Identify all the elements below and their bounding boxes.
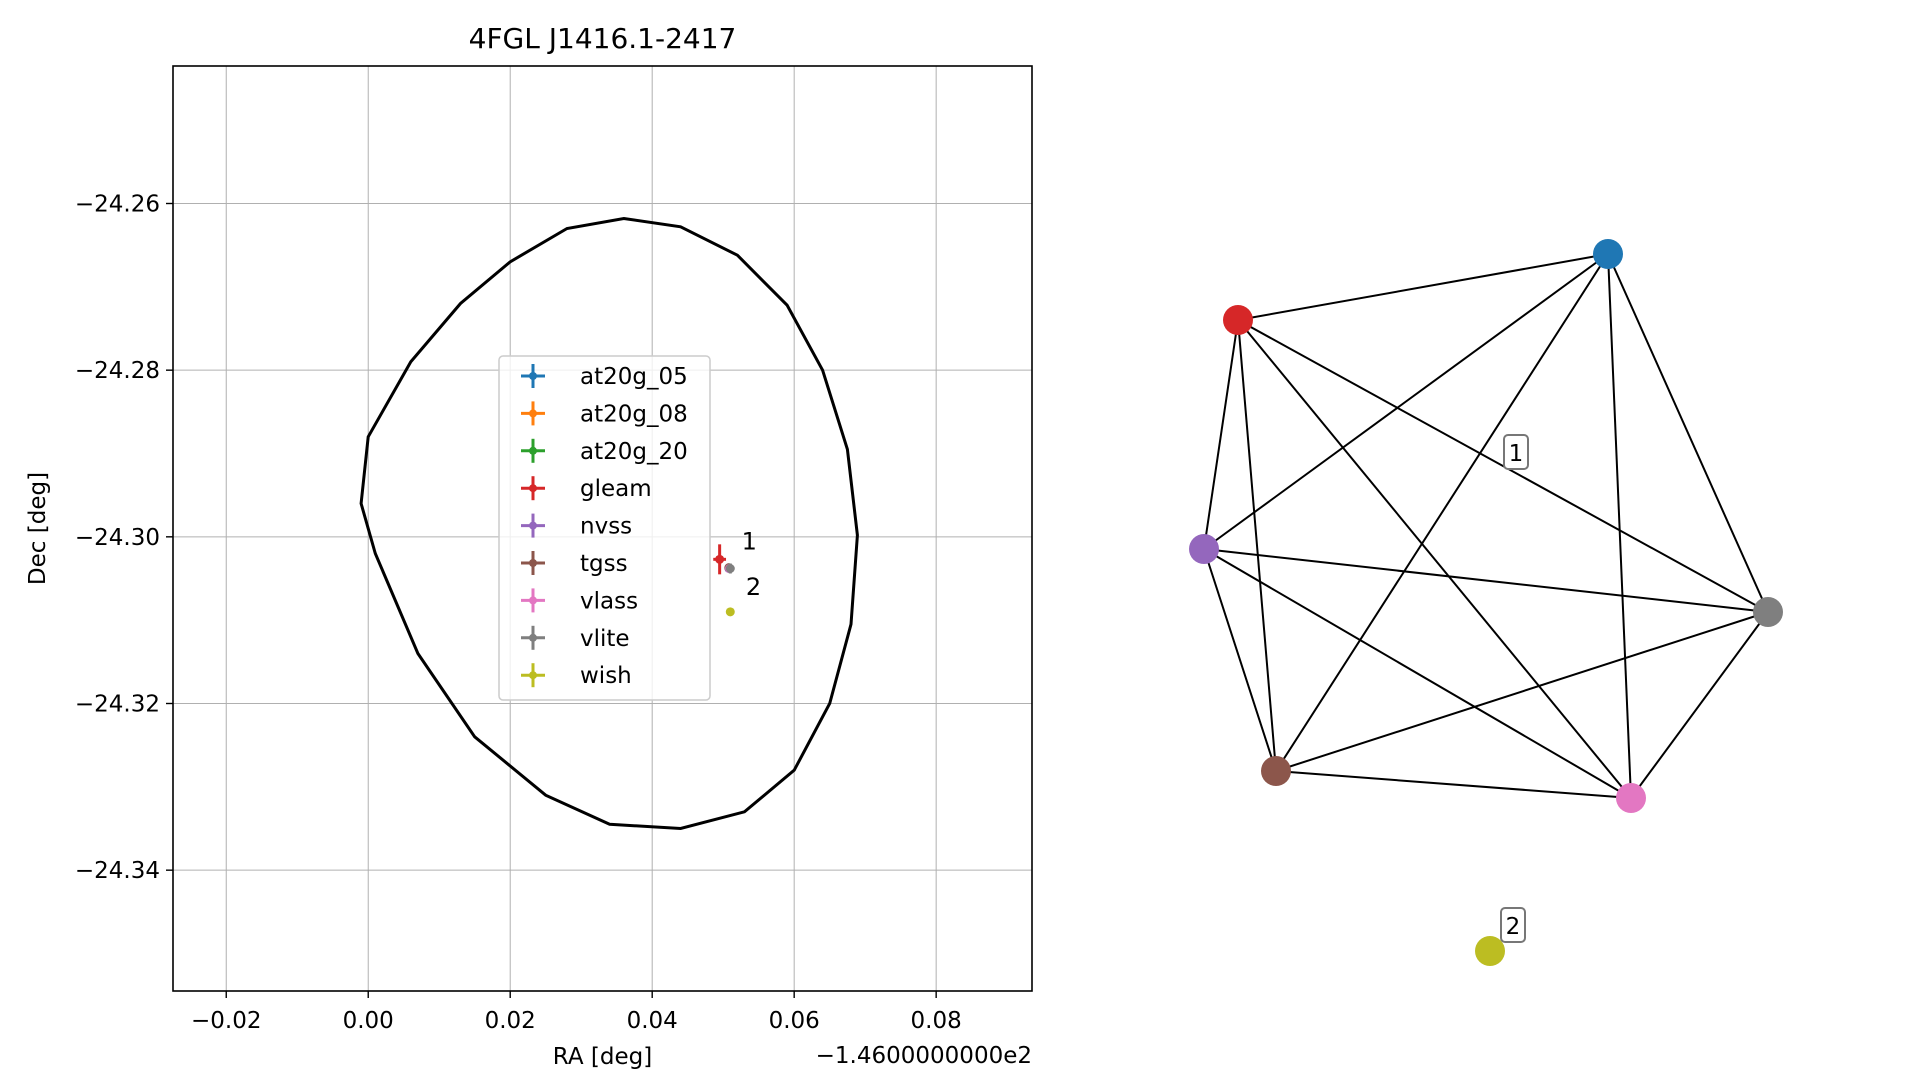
group-label-box <box>1503 434 1529 470</box>
network-edge <box>1607 253 1769 613</box>
group-label: 2 <box>1506 914 1521 940</box>
network-edge <box>1203 548 1277 772</box>
network-edge <box>1607 253 1632 799</box>
network-edge <box>1630 611 1769 799</box>
network-node-nvss <box>1189 534 1219 564</box>
point-annotation: 2 <box>746 573 761 601</box>
network-node-at20g_05 <box>1593 239 1623 269</box>
legend-dot-vlite <box>529 633 537 642</box>
network-node-vlass <box>1616 783 1646 813</box>
network-node-tgss <box>1261 756 1291 786</box>
network-edge <box>1203 548 1769 613</box>
legend-label: at20g_08 <box>580 401 688 427</box>
network-edge <box>1237 319 1769 613</box>
network-edge <box>1203 548 1632 799</box>
network-panel: 12 <box>1189 239 1783 966</box>
legend-label: nvss <box>580 514 632 540</box>
network-edge <box>1203 319 1239 550</box>
legend-label: vlass <box>580 588 638 614</box>
network-edge <box>1237 319 1632 799</box>
x-offset-label: −1.4600000000e2 <box>816 1043 1032 1069</box>
x-tick-label: 0.02 <box>485 1008 536 1034</box>
legend-label: gleam <box>580 476 652 502</box>
y-tick-label: −24.28 <box>75 358 160 384</box>
legend-dot-nvss <box>529 521 537 530</box>
network-node-wish <box>1475 936 1505 966</box>
network-edge <box>1275 770 1632 799</box>
y-tick-label: −24.30 <box>75 525 160 551</box>
data-point-wish <box>725 607 735 617</box>
axes-frame <box>172 65 1033 992</box>
x-tick-label: 0.06 <box>769 1008 820 1034</box>
network-edge <box>1275 253 1609 772</box>
network-edge <box>1203 253 1609 550</box>
group-label-box <box>1500 907 1526 943</box>
x-tick-label: 0.04 <box>627 1008 678 1034</box>
network-node-vlite <box>1753 597 1783 627</box>
legend-label: tgss <box>580 551 628 577</box>
data-point-gleam <box>715 554 725 564</box>
network-edge <box>1237 253 1609 321</box>
group-label: 1 <box>1509 441 1524 467</box>
scatter-panel: 1 2 −0.02 0.00 0.02 0.04 0.06 0.08 −24.26 −24.28 −… <box>25 22 1033 1070</box>
legend-dot-tgss <box>529 559 537 567</box>
x-tick-label: 0.08 <box>911 1008 962 1034</box>
legend-dot-at20g_05 <box>529 372 537 380</box>
y-tick-label: −24.26 <box>75 192 160 218</box>
legend-dot-wish <box>529 671 537 680</box>
legend-label: vlite <box>580 626 630 652</box>
y-tick-label: −24.32 <box>75 692 160 718</box>
legend-dot-gleam <box>529 484 537 493</box>
legend-dot-vlass <box>529 596 537 605</box>
data-point-vlite <box>725 564 735 573</box>
x-tick-label: −0.02 <box>191 1008 261 1034</box>
legend-label: wish <box>580 663 632 689</box>
legend-label: at20g_20 <box>580 439 688 465</box>
network-edge <box>1237 319 1277 772</box>
legend-dot-at20g_08 <box>529 409 537 418</box>
network-edge <box>1275 611 1769 772</box>
x-axis-label: RA [deg] <box>553 1044 652 1070</box>
network-node-gleam <box>1223 305 1253 335</box>
legend-label: at20g_05 <box>580 364 688 390</box>
x-tick-label: 0.00 <box>343 1008 394 1034</box>
y-axis-label: Dec [deg] <box>25 472 51 585</box>
chart-title: 4FGL J1416.1-2417 <box>469 22 737 55</box>
legend-dot-at20g_20 <box>529 446 537 455</box>
y-tick-label: −24.34 <box>75 858 160 884</box>
point-annotation: 1 <box>742 527 757 555</box>
error-ellipse <box>359 216 859 831</box>
legend-box <box>498 355 711 701</box>
